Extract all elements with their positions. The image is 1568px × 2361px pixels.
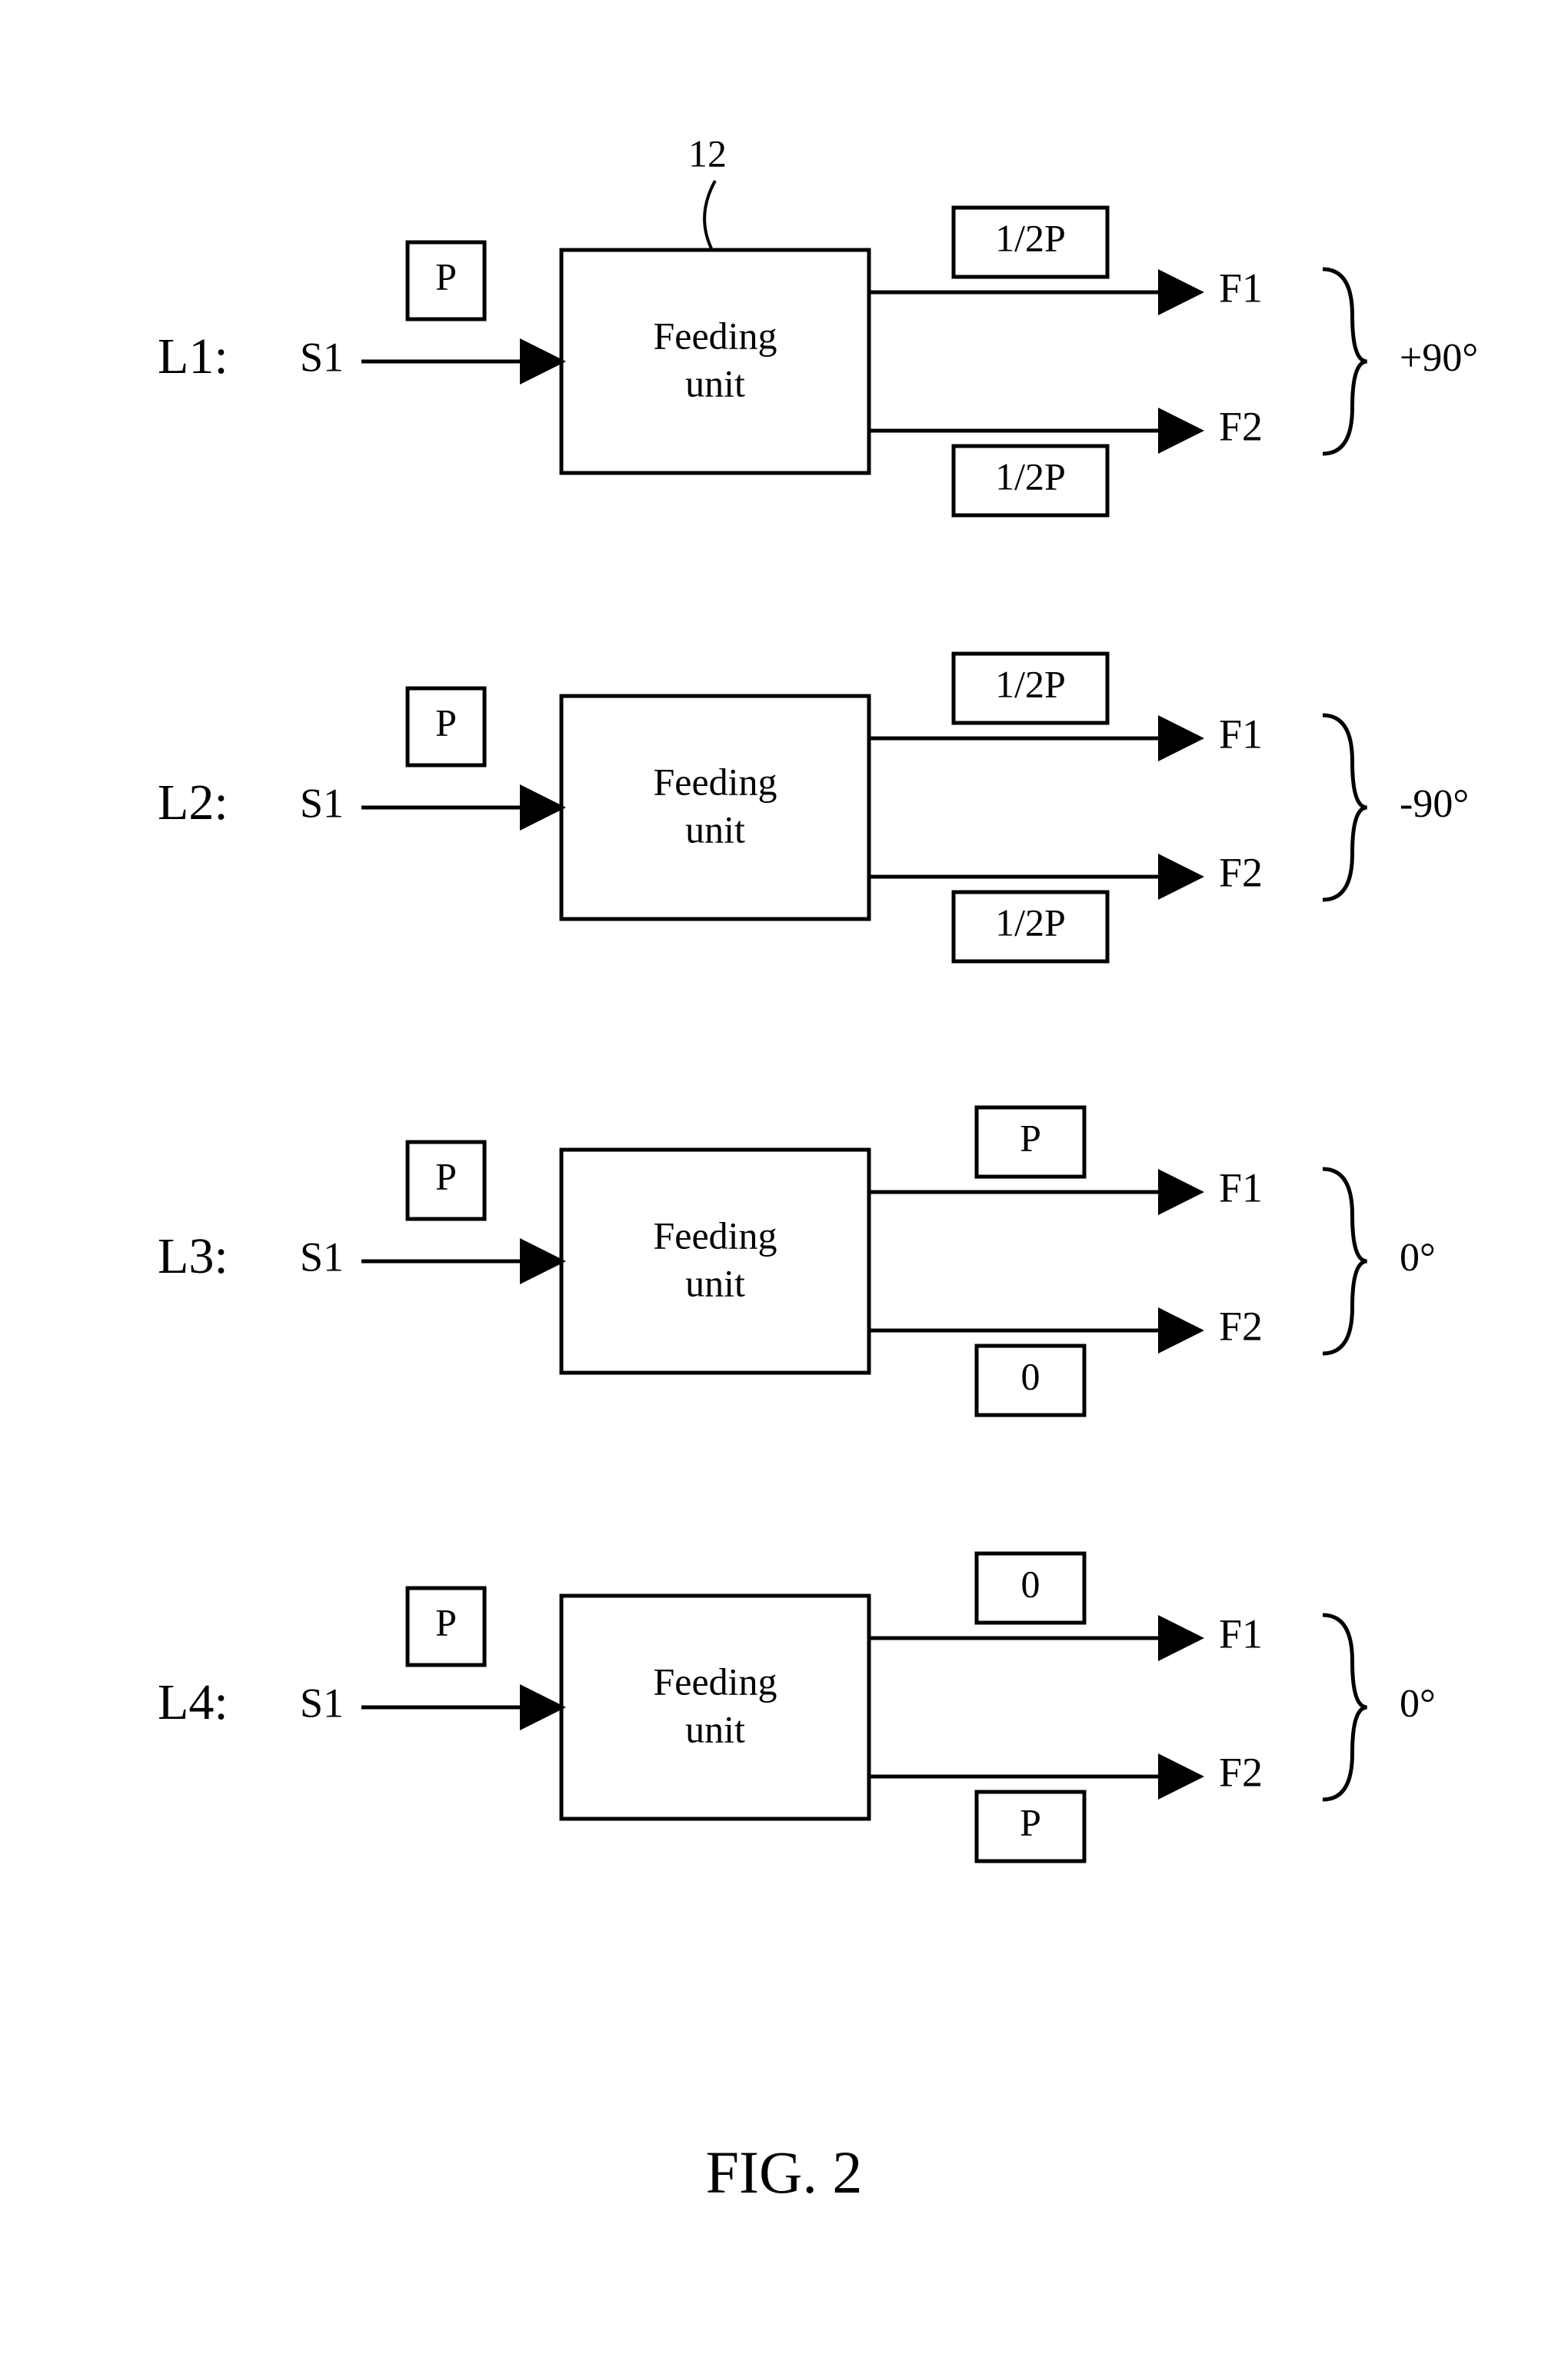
- svg-text:L1:: L1:: [158, 328, 228, 385]
- svg-text:P: P: [435, 255, 457, 298]
- svg-text:L3:: L3:: [158, 1228, 228, 1284]
- svg-text:F1: F1: [1219, 1164, 1263, 1210]
- svg-text:1/2P: 1/2P: [995, 662, 1066, 705]
- svg-text:Feeding: Feeding: [653, 1660, 777, 1703]
- svg-text:+90°: +90°: [1400, 336, 1478, 380]
- svg-text:unit: unit: [685, 361, 745, 405]
- svg-text:L4:: L4:: [158, 1674, 228, 1730]
- svg-text:S1: S1: [300, 334, 344, 380]
- svg-text:0°: 0°: [1400, 1236, 1436, 1280]
- svg-text:F2: F2: [1219, 849, 1263, 895]
- svg-text:F2: F2: [1219, 1303, 1263, 1349]
- svg-text:unit: unit: [685, 808, 745, 851]
- figure-label: FIG. 2: [0, 2138, 1568, 2207]
- svg-text:L2:: L2:: [158, 774, 228, 831]
- svg-text:1/2P: 1/2P: [995, 216, 1066, 259]
- svg-text:0°: 0°: [1400, 1682, 1436, 1726]
- svg-text:P: P: [1020, 1116, 1041, 1159]
- svg-text:S1: S1: [300, 1234, 344, 1280]
- svg-text:S1: S1: [300, 1680, 344, 1726]
- svg-text:unit: unit: [685, 1707, 745, 1750]
- svg-text:1/2P: 1/2P: [995, 455, 1066, 498]
- svg-text:F1: F1: [1219, 1610, 1263, 1657]
- svg-text:Feeding: Feeding: [653, 1214, 777, 1257]
- svg-text:-90°: -90°: [1400, 782, 1469, 826]
- svg-text:F1: F1: [1219, 711, 1263, 757]
- svg-text:Feeding: Feeding: [653, 314, 777, 357]
- diagram-svg: 12L1:S1PFeedingunitF1F21/2P1/2P+90°L2:S1…: [0, 0, 1568, 2361]
- svg-text:P: P: [435, 701, 457, 744]
- svg-text:0: 0: [1021, 1562, 1040, 1605]
- svg-text:F2: F2: [1219, 403, 1263, 449]
- svg-text:P: P: [1020, 1800, 1041, 1843]
- svg-text:S1: S1: [300, 780, 344, 826]
- svg-text:12: 12: [688, 132, 727, 175]
- svg-text:1/2P: 1/2P: [995, 901, 1066, 944]
- svg-text:Feeding: Feeding: [653, 760, 777, 803]
- svg-text:P: P: [435, 1154, 457, 1197]
- svg-text:P: P: [435, 1600, 457, 1643]
- svg-text:F1: F1: [1219, 265, 1263, 311]
- svg-text:0: 0: [1021, 1354, 1040, 1397]
- svg-text:unit: unit: [685, 1261, 745, 1304]
- svg-text:F2: F2: [1219, 1749, 1263, 1795]
